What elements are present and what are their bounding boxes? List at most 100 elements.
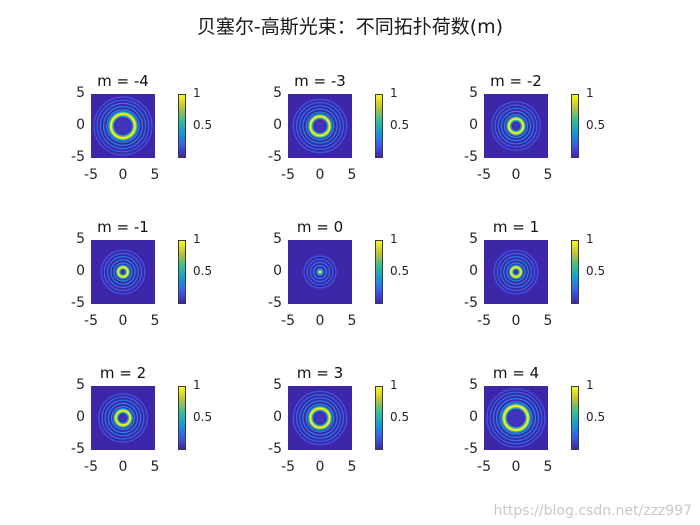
x-tick-label: -5 <box>477 459 491 475</box>
intensity-map <box>484 94 548 158</box>
x-tick-label: -5 <box>84 167 98 183</box>
side-lobe-ring <box>489 391 543 445</box>
x-tick-label: 0 <box>118 313 128 329</box>
dark-core <box>314 412 326 424</box>
central-peak <box>319 271 321 273</box>
side-lobe-ring <box>107 256 139 288</box>
side-lobe-ring <box>305 403 335 433</box>
side-lobe-ring <box>292 390 348 446</box>
side-lobe-ring <box>493 249 539 295</box>
dark-core <box>119 414 127 422</box>
x-tick-label: 5 <box>347 167 357 183</box>
x-tick-label: 0 <box>118 167 128 183</box>
dark-core <box>514 270 518 274</box>
colorbar <box>571 240 579 304</box>
x-tick-label: -5 <box>84 459 98 475</box>
x-tick-label: 5 <box>150 313 160 329</box>
side-lobe-ring <box>296 394 344 442</box>
colorbar-tick-label: 0.5 <box>390 264 410 278</box>
side-lobe-ring <box>110 259 136 285</box>
y-tick-label: 0 <box>273 263 282 279</box>
panel-title: m = -2 <box>490 72 542 90</box>
y-tick-label: 5 <box>469 85 478 101</box>
intensity-map <box>288 240 352 304</box>
main-ring <box>510 266 522 278</box>
y-tick-label: -5 <box>71 295 85 311</box>
side-lobe-ring <box>306 258 334 286</box>
y-tick-label: -5 <box>71 149 85 165</box>
side-lobe-ring <box>100 249 146 295</box>
side-lobe-ring <box>103 252 143 292</box>
colorbar <box>571 386 579 450</box>
colorbar <box>571 94 579 158</box>
x-tick-label: 0 <box>511 313 521 329</box>
colorbar-tick-label: 1 <box>586 378 594 392</box>
colorbar-tick-label: 1 <box>193 378 201 392</box>
side-lobe-ring <box>302 108 338 144</box>
side-lobe-ring <box>96 99 150 153</box>
x-tick-label: -5 <box>281 459 295 475</box>
side-lobe-ring <box>111 406 135 430</box>
colorbar <box>178 240 186 304</box>
x-tick-label: 0 <box>315 459 325 475</box>
colorbar-tick-label: 0.5 <box>586 118 606 132</box>
colorbar-tick-label: 0.5 <box>390 118 410 132</box>
intensity-plot <box>91 240 155 304</box>
x-tick-label: -5 <box>477 313 491 329</box>
intensity-map <box>484 386 548 450</box>
y-tick-label: 5 <box>469 231 478 247</box>
side-lobe-ring <box>313 265 328 280</box>
side-lobe-ring <box>496 252 536 292</box>
panel-title: m = -1 <box>97 218 149 236</box>
main-ring <box>309 407 331 429</box>
x-tick-label: 0 <box>315 167 325 183</box>
intensity-plot <box>484 94 548 158</box>
intensity-plot <box>91 94 155 158</box>
side-lobe-ring <box>106 109 140 143</box>
colorbar-tick-label: 0.5 <box>193 118 213 132</box>
panel-title: m = 0 <box>296 218 344 236</box>
x-tick-label: 5 <box>543 459 553 475</box>
side-lobe-ring <box>506 262 526 282</box>
side-lobe-ring <box>107 402 139 434</box>
intensity-map <box>91 386 155 450</box>
y-tick-label: 0 <box>469 263 478 279</box>
colorbar-tick-label: 0.5 <box>586 410 606 424</box>
side-lobe-ring <box>303 255 337 289</box>
main-ring <box>309 115 331 137</box>
intensity-plot <box>484 386 548 450</box>
side-lobe-ring <box>98 393 148 443</box>
main-ring <box>508 118 524 134</box>
side-lobe-ring <box>296 102 344 150</box>
y-tick-label: 0 <box>76 117 85 133</box>
panel-title: m = 1 <box>492 218 540 236</box>
y-tick-label: -5 <box>268 295 282 311</box>
y-tick-label: 5 <box>273 377 282 393</box>
dark-core <box>115 118 131 134</box>
side-lobe-ring <box>103 106 143 146</box>
colorbar-tick-label: 1 <box>586 232 594 246</box>
side-lobe-ring <box>486 388 546 448</box>
y-tick-label: -5 <box>464 295 478 311</box>
x-tick-label: -5 <box>84 313 98 329</box>
dark-core <box>121 270 125 274</box>
side-lobe-ring <box>503 259 529 285</box>
colorbar <box>178 386 186 450</box>
side-lobe-ring <box>99 102 147 150</box>
panel-title: m = 4 <box>492 364 540 382</box>
colorbar-tick-label: 0.5 <box>586 264 606 278</box>
watermark: https://blog.csdn.net/zzz997 <box>493 503 692 519</box>
colorbar-tick-label: 0.5 <box>390 410 410 424</box>
intensity-map <box>484 240 548 304</box>
y-tick-label: -5 <box>71 441 85 457</box>
colorbar-tick-label: 1 <box>193 232 201 246</box>
intensity-plot <box>288 94 352 158</box>
figure-title: 贝塞尔-高斯光束：不同拓扑荷数(m) <box>196 16 504 38</box>
side-lobe-ring <box>500 256 532 288</box>
main-ring <box>110 113 136 139</box>
y-tick-label: -5 <box>268 149 282 165</box>
panel-title: m = 3 <box>296 364 344 382</box>
colorbar-tick-label: 1 <box>390 86 398 100</box>
y-tick-label: 0 <box>273 117 282 133</box>
side-lobe-ring <box>497 107 535 145</box>
